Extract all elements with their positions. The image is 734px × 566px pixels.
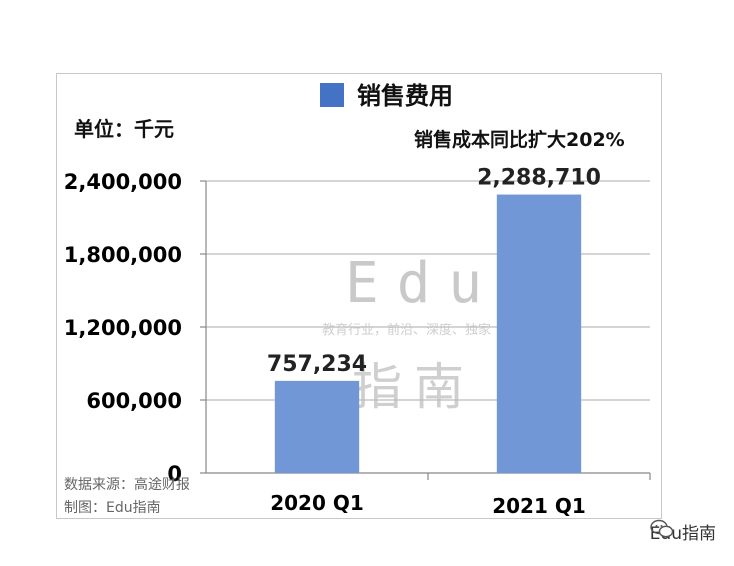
labels: 0 600,000 1,200,000 1,800,000 2,400,000 757,2…	[64, 166, 601, 518]
brand-mark: Edu指南	[650, 519, 716, 544]
y-tick-label: 1,200,000	[64, 316, 182, 340]
watermark-tagline: 教育行业，前沿、深度、独家	[322, 322, 491, 338]
watermark-cn: 指南	[352, 358, 476, 416]
y-tick-label: 0	[167, 462, 182, 486]
bar	[274, 380, 360, 473]
legend-swatch	[320, 83, 344, 107]
y-tick-label: 2,400,000	[64, 170, 182, 194]
unit-label: 单位：千元	[74, 117, 174, 141]
bars	[274, 194, 582, 473]
y-tick-label: 600,000	[86, 389, 182, 413]
x-category-label: 2021 Q1	[492, 494, 586, 518]
legend-label: 销售费用	[357, 82, 453, 110]
growth-annotation: 销售成本同比扩大202%	[414, 128, 625, 151]
maker-footnote: 制图：Edu指南	[64, 500, 161, 516]
bar-data-label: 757,234	[267, 352, 367, 377]
watermark-brand: Edu	[345, 251, 500, 316]
bar-data-label: 2,288,710	[477, 166, 601, 191]
bar	[496, 194, 582, 473]
source-footnote: 数据来源：高途财报	[64, 476, 190, 493]
wechat-icon	[649, 519, 673, 538]
x-category-label: 2020 Q1	[270, 491, 364, 515]
watermark: Edu 教育行业，前沿、深度、独家 指南	[322, 251, 500, 416]
y-tick-label: 1,800,000	[64, 243, 182, 267]
